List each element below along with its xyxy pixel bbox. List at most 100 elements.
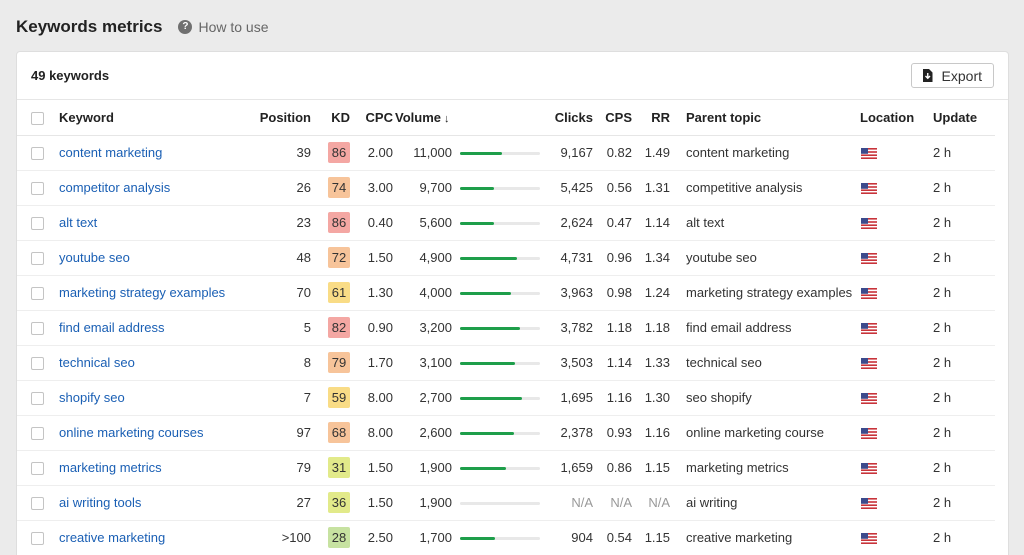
volume-bar-fill: [460, 467, 506, 471]
cpc-cell: 1.50: [351, 240, 395, 276]
parent-topic-cell: content marketing: [672, 135, 860, 171]
keyword-link[interactable]: youtube seo: [59, 250, 130, 265]
cps-cell: 0.54: [595, 520, 634, 555]
volume-cell: 9,700: [395, 170, 452, 206]
update-cell: 2 h: [930, 275, 995, 311]
keyword-cell: ai writing tools: [59, 485, 244, 521]
update-cell: 2 h: [930, 170, 995, 206]
update-cell: 2 h: [930, 450, 995, 486]
keyword-link[interactable]: content marketing: [59, 145, 163, 160]
clicks-cell: 5,425: [541, 170, 595, 206]
column-header-clicks[interactable]: Clicks: [541, 100, 595, 136]
table-row: technical seo 8 79 1.70 3,100 3,503 1.14 1.33 te…: [17, 345, 995, 381]
cpc-cell: 1.50: [351, 450, 395, 486]
row-checkbox[interactable]: [31, 217, 44, 231]
parent-topic-cell: creative marketing: [672, 520, 860, 555]
keyword-link[interactable]: competitor analysis: [59, 180, 171, 195]
rr-cell: 1.15: [634, 520, 672, 555]
location-cell: [860, 450, 930, 486]
keyword-link[interactable]: marketing metrics: [59, 460, 162, 475]
column-header-parent-topic[interactable]: Parent topic: [672, 100, 860, 136]
row-checkbox[interactable]: [31, 462, 44, 476]
table-row: ai writing tools 27 36 1.50 1,900 N/A N/A N/A ai…: [17, 485, 995, 521]
row-checkbox[interactable]: [31, 497, 44, 511]
kd-badge: 82: [328, 317, 350, 338]
keyword-link[interactable]: technical seo: [59, 355, 135, 370]
clicks-cell: 9,167: [541, 135, 595, 171]
parent-topic-cell: ai writing: [672, 485, 860, 521]
keyword-cell: youtube seo: [59, 240, 244, 276]
update-cell: 2 h: [930, 380, 995, 416]
column-header-keyword[interactable]: Keyword: [59, 100, 244, 136]
column-header-cps[interactable]: CPS: [595, 100, 634, 136]
select-all-checkbox[interactable]: [31, 111, 44, 125]
clicks-cell: 1,659: [541, 450, 595, 486]
kd-cell: 82: [314, 310, 351, 346]
question-circle-icon: ?: [178, 20, 193, 34]
cpc-cell: 1.70: [351, 345, 395, 381]
row-select-cell: [17, 485, 59, 521]
update-cell: 2 h: [930, 310, 995, 346]
row-checkbox[interactable]: [31, 392, 44, 406]
column-header-update[interactable]: Update: [930, 100, 995, 136]
kd-badge: 86: [328, 142, 350, 163]
kd-badge: 68: [328, 422, 350, 443]
how-to-use-link[interactable]: ? How to use: [178, 19, 269, 35]
cpc-cell: 2.50: [351, 520, 395, 555]
parent-topic-cell: seo shopify: [672, 380, 860, 416]
keyword-link[interactable]: creative marketing: [59, 530, 166, 545]
volume-bar: [460, 502, 540, 506]
table-row: content marketing 39 86 2.00 11,000 9,167 0.82…: [17, 135, 995, 171]
volume-bar-fill: [460, 327, 520, 331]
position-cell: >100: [244, 520, 314, 555]
table-row: competitor analysis 26 74 3.00 9,700 5,425 0.5…: [17, 170, 995, 206]
volume-bar: [460, 432, 540, 436]
keyword-link[interactable]: ai writing tools: [59, 495, 142, 510]
row-checkbox[interactable]: [31, 357, 44, 371]
keyword-link[interactable]: shopify seo: [59, 390, 125, 405]
keyword-link[interactable]: online marketing courses: [59, 425, 204, 440]
keyword-link[interactable]: alt text: [59, 215, 98, 230]
clicks-cell: 2,378: [541, 415, 595, 451]
column-header-rr[interactable]: RR: [634, 100, 672, 136]
cpc-cell: 2.00: [351, 135, 395, 171]
cps-cell: 0.82: [595, 135, 634, 171]
location-cell: [860, 415, 930, 451]
cps-cell: 1.16: [595, 380, 634, 416]
location-cell: [860, 310, 930, 346]
column-header-kd[interactable]: KD: [314, 100, 351, 136]
row-checkbox[interactable]: [31, 287, 44, 301]
kd-badge: 28: [328, 527, 350, 548]
table-row: marketing strategy examples 70 61 1.30 4,000…: [17, 275, 995, 311]
row-select-cell: [17, 310, 59, 346]
clicks-cell: N/A: [541, 485, 595, 521]
row-checkbox[interactable]: [31, 252, 44, 266]
row-select-cell: [17, 170, 59, 206]
rr-cell: 1.49: [634, 135, 672, 171]
volume-cell: 1,900: [395, 485, 452, 521]
table-row: alt text 23 86 0.40 5,600 2,624 0.47 1.14 alt te…: [17, 205, 995, 241]
column-header-position[interactable]: Position: [244, 100, 314, 136]
volume-bar: [460, 327, 540, 331]
rr-cell: 1.30: [634, 380, 672, 416]
location-cell: [860, 380, 930, 416]
volume-bar-fill: [460, 152, 502, 156]
us-flag-icon: [861, 533, 877, 545]
row-select-cell: [17, 450, 59, 486]
column-header-cpc[interactable]: CPC: [351, 100, 395, 136]
row-checkbox[interactable]: [31, 182, 44, 196]
column-header-location[interactable]: Location: [860, 100, 930, 136]
column-header-volume[interactable]: Volume ↓: [395, 100, 541, 136]
export-button[interactable]: Export: [910, 63, 994, 88]
position-cell: 79: [244, 450, 314, 486]
keyword-link[interactable]: marketing strategy examples: [59, 285, 226, 300]
row-checkbox[interactable]: [31, 427, 44, 441]
row-checkbox[interactable]: [31, 322, 44, 336]
how-to-use-label: How to use: [198, 19, 269, 35]
row-checkbox[interactable]: [31, 147, 44, 161]
volume-cell: 4,000: [395, 275, 452, 311]
keyword-link[interactable]: find email address: [59, 320, 165, 335]
row-select-cell: [17, 240, 59, 276]
row-checkbox[interactable]: [31, 532, 44, 546]
volume-bar-fill: [460, 257, 517, 261]
